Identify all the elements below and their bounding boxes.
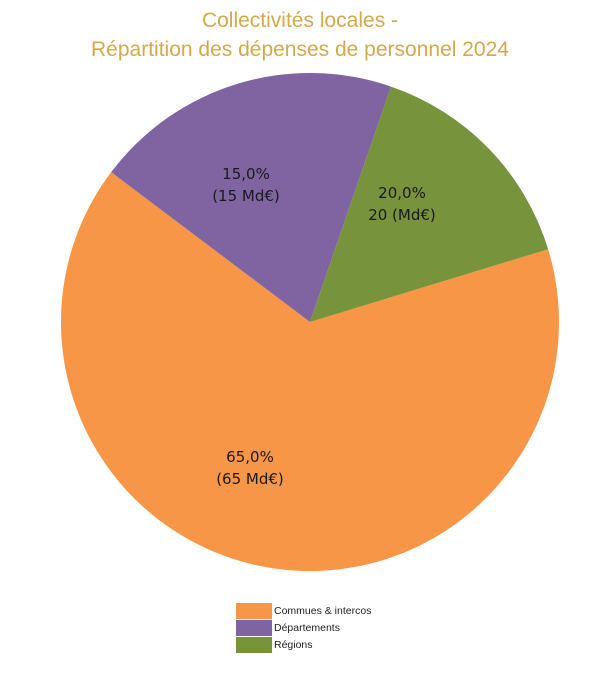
- pie-slice-regions[interactable]: [310, 86, 549, 322]
- pie-chart: [60, 72, 559, 571]
- legend-swatch: [236, 619, 272, 636]
- chart-title-line2: Répartition des dépenses de personnel 20…: [91, 38, 509, 61]
- legend-swatch: [236, 602, 272, 619]
- data-label-pct: 65,0%: [226, 448, 274, 466]
- legend-swatch: [236, 636, 272, 653]
- data-label-value: 20 (Md€): [368, 206, 436, 224]
- legend-label: Commues & intercos: [274, 604, 372, 617]
- data-label-pct: 20,0%: [378, 184, 426, 202]
- legend: Commues & intercos Départements Régions: [236, 602, 371, 653]
- legend-item-departements[interactable]: Départements: [236, 619, 371, 636]
- legend-label: Régions: [274, 638, 313, 651]
- data-label-value: (15 Md€): [212, 187, 280, 205]
- legend-label: Départements: [274, 621, 340, 634]
- legend-item-communes[interactable]: Commues & intercos: [236, 602, 371, 619]
- data-label-value: (65 Md€): [216, 470, 284, 488]
- chart-title-line1: Collectivités locales -: [201, 9, 399, 32]
- pie-slice-communes[interactable]: [60, 172, 559, 571]
- data-label-regions: 15,0% (15 Md€): [186, 163, 306, 207]
- pie-slice-departements[interactable]: [111, 72, 392, 322]
- data-label-pct: 15,0%: [222, 165, 270, 183]
- legend-item-regions[interactable]: Régions: [236, 636, 371, 653]
- data-label-departements: 20,0% 20 (Md€): [342, 182, 462, 226]
- data-label-communes: 65,0% (65 Md€): [190, 446, 310, 490]
